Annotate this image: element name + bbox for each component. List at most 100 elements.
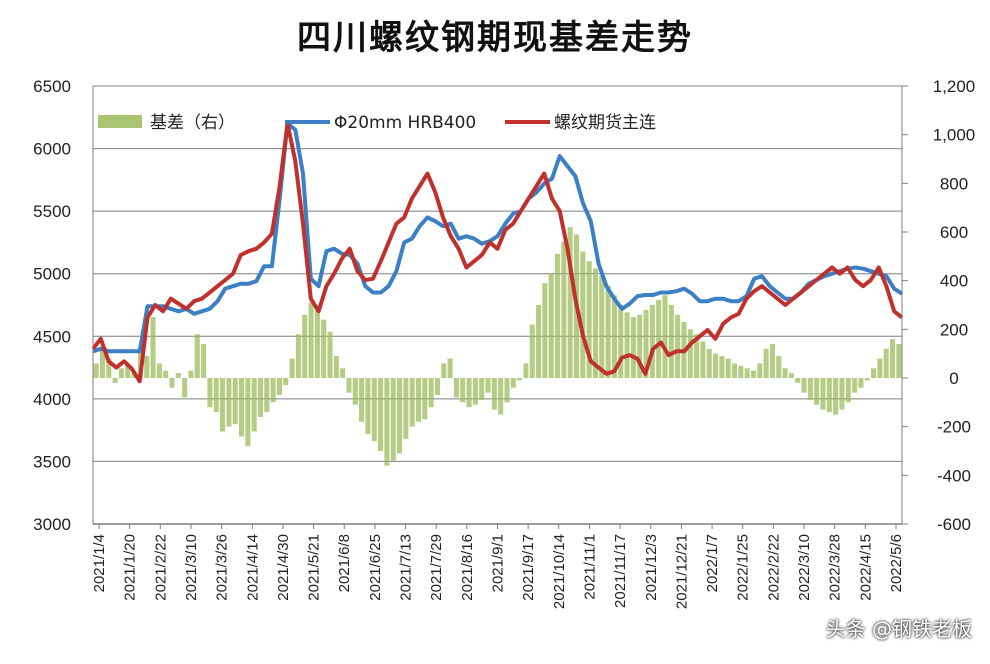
basis-bar [725, 358, 731, 378]
x-tick-label: 2021/11/1 [582, 534, 599, 600]
basis-bar [555, 253, 561, 378]
basis-bar [498, 378, 504, 415]
basis-bar [719, 356, 725, 378]
x-tick-label: 2022/5/6 [888, 534, 905, 592]
basis-bars [93, 227, 902, 466]
y-right-tick-label: -600 [937, 515, 971, 534]
basis-bar [561, 241, 567, 378]
basis-bar [99, 348, 106, 378]
basis-bar [523, 363, 529, 378]
y-right-tick-label: 1,200 [933, 77, 976, 96]
y-left-ticks: 3000 3500 4000 4500 5000 5500 6000 6500 [33, 77, 71, 534]
basis-bar [592, 268, 598, 378]
x-tick-label: 2021/11/17 [612, 534, 629, 608]
basis-bar [845, 378, 851, 403]
basis-bar [782, 368, 788, 378]
y-left-tick-label: 6500 [33, 77, 71, 96]
basis-bar [871, 368, 877, 378]
basis-bar [548, 273, 554, 378]
y-right-ticks: -600 -400 -200 0 200 400 600 800 1,000 1,200 [902, 77, 975, 534]
basis-bar [605, 285, 611, 378]
y-left-tick-label: 6000 [33, 140, 71, 159]
basis-bar [833, 378, 839, 415]
basis-bar [491, 378, 497, 410]
basis-bar [706, 348, 712, 378]
x-tick-label: 2021/10/14 [551, 534, 568, 609]
basis-bar [112, 378, 118, 383]
x-tick-label: 2021/9/1 [490, 534, 507, 592]
x-tick-label: 2021/7/29 [428, 534, 445, 601]
basis-bar [238, 378, 245, 437]
x-tick-label: 2022/1/25 [735, 534, 752, 601]
watermark: 头条 @钢铁老板 [825, 617, 972, 641]
basis-bar [346, 378, 352, 393]
basis-bar [504, 378, 510, 403]
x-tick-label: 2021/12/21 [673, 534, 690, 609]
basis-bar [352, 378, 358, 405]
basis-bar [182, 378, 188, 398]
basis-bar [308, 302, 314, 378]
x-ticks: 2021/1/4 2021/1/20 2021/2/22 2021/3/10 2021/… [91, 524, 905, 609]
basis-bar [611, 295, 617, 378]
x-tick-label: 2021/4/30 [275, 534, 292, 601]
y-left-tick-label: 5500 [33, 202, 71, 221]
basis-bar [763, 348, 769, 378]
x-tick-label: 2021/3/26 [214, 534, 231, 601]
basis-bar [675, 314, 681, 378]
basis-bar [390, 378, 396, 461]
basis-bar [668, 305, 674, 378]
basis-bar [106, 358, 112, 378]
basis-bar [371, 378, 377, 442]
basis-bar [144, 356, 150, 378]
basis-bar [517, 378, 523, 381]
basis-bar [175, 373, 181, 378]
basis-bar [434, 378, 440, 396]
basis-bar [466, 378, 472, 408]
basis-bar [820, 378, 826, 410]
basis-bar [251, 378, 257, 432]
basis-bar [542, 283, 548, 378]
basis-bar [889, 339, 896, 378]
basis-bar [321, 319, 327, 378]
x-tick-label: 2021/5/21 [306, 534, 323, 601]
basis-bar [485, 378, 491, 393]
basis-bar [365, 378, 371, 434]
basis-bar [125, 363, 131, 378]
basis-bar [447, 358, 453, 378]
basis-bar [460, 378, 466, 403]
basis-bar [700, 341, 706, 378]
basis-bar [232, 378, 238, 425]
basis-bar [201, 343, 207, 378]
basis-bar [858, 378, 864, 388]
basis-bar [479, 378, 485, 400]
x-tick-label: 2021/1/20 [122, 534, 139, 601]
x-tick-label: 2022/2/22 [765, 534, 782, 601]
basis-bar [630, 317, 636, 378]
basis-bar [757, 363, 763, 378]
legend-label-hrb400: Φ20mm HRB400 [334, 113, 476, 133]
basis-bar [637, 314, 643, 378]
basis-bar [118, 368, 124, 378]
basis-bar [156, 363, 162, 378]
basis-bar [769, 343, 775, 378]
basis-bar [877, 358, 883, 378]
y-right-tick-label: 1,000 [933, 126, 976, 145]
x-tick-label: 2021/3/10 [183, 534, 200, 601]
price-lines [91, 121, 904, 384]
y-right-tick-label: 800 [940, 174, 968, 193]
basis-bar [788, 373, 794, 378]
basis-bar [807, 378, 813, 400]
y-right-tick-label: 600 [940, 223, 968, 242]
y-left-tick-label: 3000 [33, 515, 71, 534]
basis-bar [624, 312, 630, 378]
basis-bar [283, 378, 289, 386]
basis-bar [441, 363, 447, 378]
basis-bar [453, 378, 459, 398]
x-tick-label: 2021/2/22 [152, 534, 169, 601]
x-tick-label: 2021/1/4 [91, 534, 108, 592]
hrb400-price-line [92, 121, 904, 354]
legend: 基差（右） Φ20mm HRB400 螺纹期货主连 [98, 113, 656, 133]
x-tick-label: 2021/6/8 [336, 534, 353, 592]
y-right-tick-label: 200 [940, 320, 968, 339]
basis-bar [599, 275, 605, 378]
